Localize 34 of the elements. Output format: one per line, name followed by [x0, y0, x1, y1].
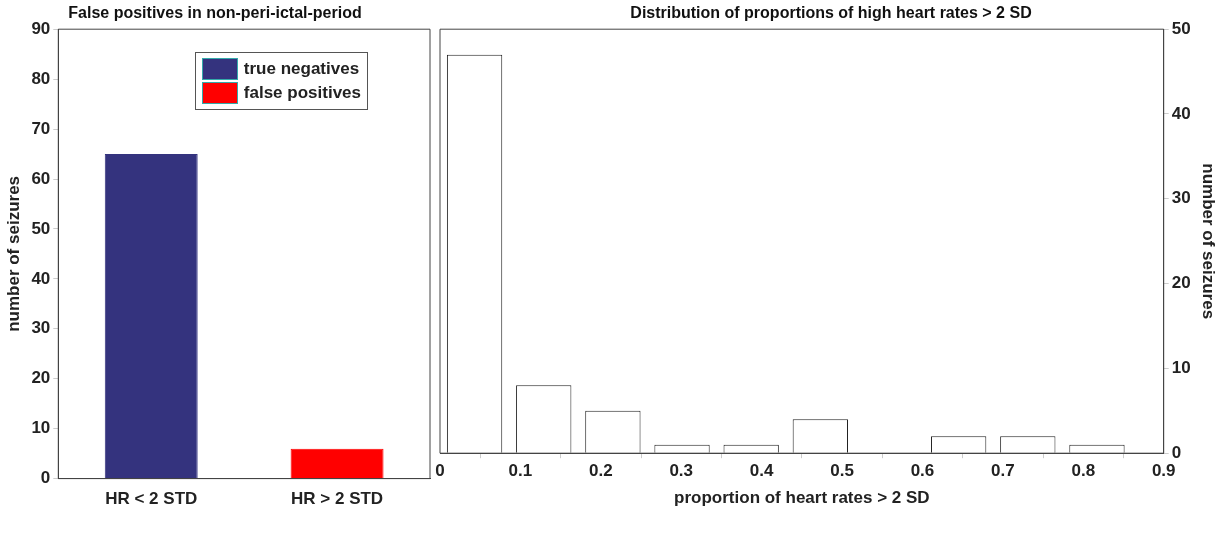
y-tick-label: 30 [1171, 188, 1191, 208]
y-tick-label: 70 [31, 118, 51, 138]
x-tick-label: 0 [435, 461, 445, 481]
y-tick-label: 80 [31, 68, 51, 88]
y-tick-label: 40 [1171, 103, 1191, 123]
x-tick-label: 0.1 [508, 461, 533, 481]
y-axis-title: number of seizures [3, 175, 23, 332]
y-tick-label: 40 [31, 268, 51, 288]
y-tick-label: 20 [31, 368, 51, 388]
x-tick-label: 0.2 [589, 461, 613, 481]
y-tick-label: 10 [1171, 358, 1191, 378]
y-tick-label: 90 [31, 18, 51, 38]
x-tick-label: 0.8 [1071, 461, 1096, 481]
y-tick-label: 0 [1171, 442, 1182, 462]
x-tick-label: HR > 2 STD [291, 489, 384, 509]
y-tick-label: 50 [31, 218, 51, 238]
y-tick-label: 20 [1171, 273, 1191, 293]
y-axis-title: number of seizures [1199, 163, 1219, 320]
x-tick-label: 0.3 [669, 461, 694, 481]
x-tick-label: 0.9 [1151, 461, 1176, 481]
x-tick-label: HR < 2 STD [105, 489, 198, 509]
y-tick-label: 30 [31, 318, 51, 338]
legend-label: true negatives [243, 59, 360, 79]
x-tick-label: 0.6 [910, 461, 935, 481]
x-tick-label: 0.5 [830, 461, 854, 481]
chart-title: False positives in non-peri-ictal-period [68, 4, 362, 22]
chart-title: Distribution of proportions of high heart rates > 2 SD [630, 4, 1032, 22]
x-tick-label: 0.4 [749, 461, 774, 481]
y-tick-label: 50 [1171, 18, 1191, 38]
y-tick-label: 10 [31, 418, 51, 438]
legend-label: false positives [243, 83, 361, 103]
y-tick-label: 60 [31, 168, 51, 188]
x-tick-label: 0.7 [991, 461, 1015, 481]
x-axis-title: proportion of heart rates > 2 SD [674, 488, 930, 508]
